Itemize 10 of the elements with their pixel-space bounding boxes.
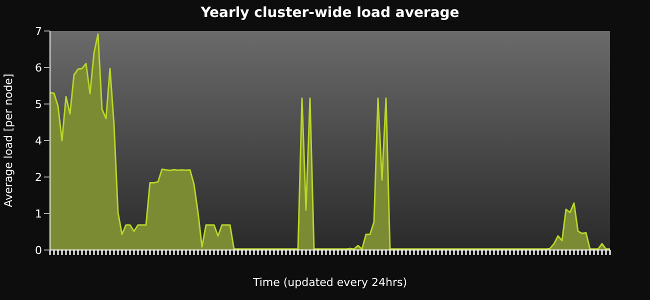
y-tick-label: 6 xyxy=(35,61,42,74)
y-tick-label: 7 xyxy=(35,24,42,38)
y-tick-label: 4 xyxy=(35,134,42,148)
y-tick-label: 5 xyxy=(35,98,42,111)
chart-title: Yearly cluster-wide load average xyxy=(200,5,460,21)
y-tick-label: 0 xyxy=(35,244,42,257)
y-tick-label: 2 xyxy=(35,170,42,184)
x-axis-title: Time (updated every 24hrs) xyxy=(252,276,408,289)
y-axis-title: Average load [per node] xyxy=(2,74,15,208)
y-tick-label: 1 xyxy=(35,207,42,220)
